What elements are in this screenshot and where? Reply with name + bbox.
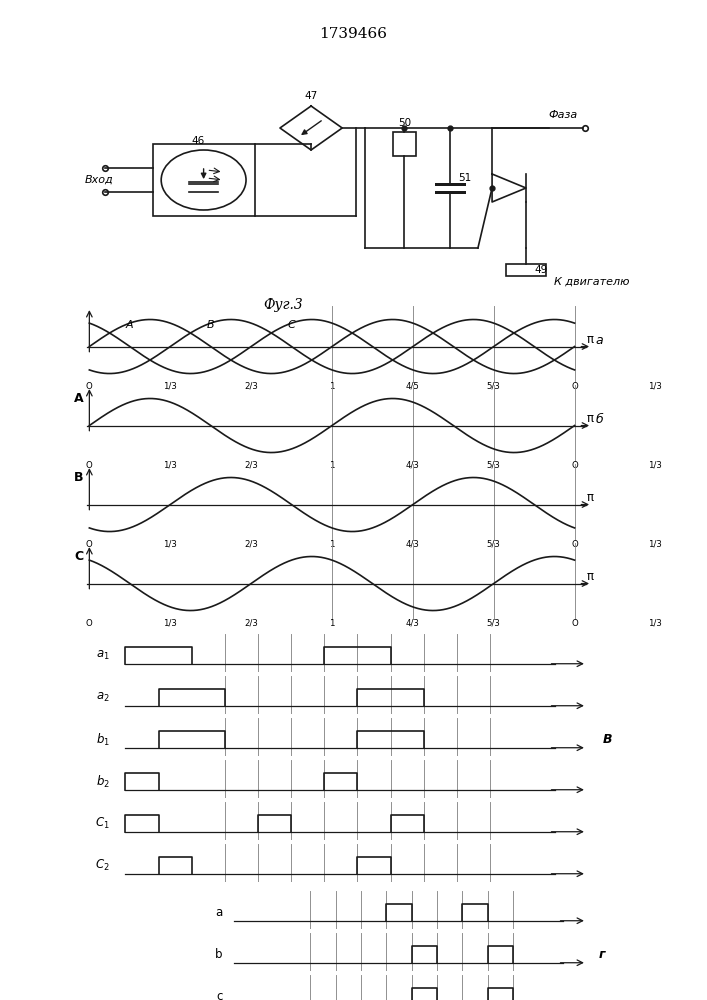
Text: 1: 1 xyxy=(329,619,334,628)
Text: O: O xyxy=(86,540,93,549)
Text: O: O xyxy=(86,461,93,470)
Text: b: b xyxy=(215,948,222,961)
Text: 1/3: 1/3 xyxy=(648,540,662,549)
Text: 1/3: 1/3 xyxy=(648,461,662,470)
Bar xyxy=(393,132,416,156)
Text: O: O xyxy=(86,619,93,628)
Text: B: B xyxy=(74,471,83,484)
Bar xyxy=(506,264,546,276)
Bar xyxy=(153,144,255,216)
Text: B: B xyxy=(207,320,214,330)
Text: Фаза: Фаза xyxy=(549,110,578,120)
Text: π: π xyxy=(587,491,594,504)
Text: O: O xyxy=(571,619,578,628)
Text: O: O xyxy=(571,540,578,549)
Text: 5/3: 5/3 xyxy=(486,540,501,549)
Text: В: В xyxy=(603,733,612,746)
Text: 5/3: 5/3 xyxy=(486,461,501,470)
Text: г: г xyxy=(599,948,605,961)
Text: 46: 46 xyxy=(192,136,204,146)
Text: π: π xyxy=(587,570,594,583)
Text: 4/3: 4/3 xyxy=(406,461,420,470)
Text: A: A xyxy=(74,392,83,405)
Text: 1: 1 xyxy=(329,382,334,391)
Text: а: а xyxy=(596,334,604,347)
Text: 5/3: 5/3 xyxy=(486,382,501,391)
Text: 47: 47 xyxy=(305,91,317,101)
Text: 1: 1 xyxy=(329,540,334,549)
Text: A: A xyxy=(126,320,134,330)
Text: a: a xyxy=(215,906,222,919)
Text: 4/5: 4/5 xyxy=(406,382,420,391)
Text: $a_2$: $a_2$ xyxy=(96,691,110,704)
Text: C: C xyxy=(74,550,83,563)
Text: π: π xyxy=(587,333,594,346)
Text: 1/3: 1/3 xyxy=(648,619,662,628)
Text: 2/3: 2/3 xyxy=(244,619,258,628)
Text: 49: 49 xyxy=(534,265,548,275)
Text: 1/3: 1/3 xyxy=(163,382,177,391)
Text: 51: 51 xyxy=(458,173,472,183)
Text: б: б xyxy=(596,413,604,426)
Text: c: c xyxy=(216,990,222,1000)
Text: 2/3: 2/3 xyxy=(244,382,258,391)
Text: К двигателю: К двигателю xyxy=(554,277,630,287)
Text: $b_1$: $b_1$ xyxy=(95,731,110,748)
Text: 1/3: 1/3 xyxy=(163,619,177,628)
Text: $a_1$: $a_1$ xyxy=(96,649,110,662)
Text: 1/3: 1/3 xyxy=(648,382,662,391)
Text: 1/3: 1/3 xyxy=(163,540,177,549)
Text: π: π xyxy=(587,412,594,425)
Text: $b_2$: $b_2$ xyxy=(95,773,110,790)
Text: 1: 1 xyxy=(329,461,334,470)
Text: O: O xyxy=(571,382,578,391)
Text: 50: 50 xyxy=(398,118,411,128)
Text: 1739466: 1739466 xyxy=(320,27,387,41)
Text: $C_2$: $C_2$ xyxy=(95,858,110,873)
Text: $C_1$: $C_1$ xyxy=(95,816,110,831)
Text: 5/3: 5/3 xyxy=(486,619,501,628)
Text: O: O xyxy=(86,382,93,391)
Text: 4/3: 4/3 xyxy=(406,540,420,549)
Text: 2/3: 2/3 xyxy=(244,461,258,470)
Text: 1/3: 1/3 xyxy=(163,461,177,470)
Text: C: C xyxy=(288,320,296,330)
Text: 2/3: 2/3 xyxy=(244,540,258,549)
Text: 4/3: 4/3 xyxy=(406,619,420,628)
Text: Вход: Вход xyxy=(85,175,114,185)
Text: Фуг.3: Фуг.3 xyxy=(263,298,303,312)
Text: O: O xyxy=(571,461,578,470)
